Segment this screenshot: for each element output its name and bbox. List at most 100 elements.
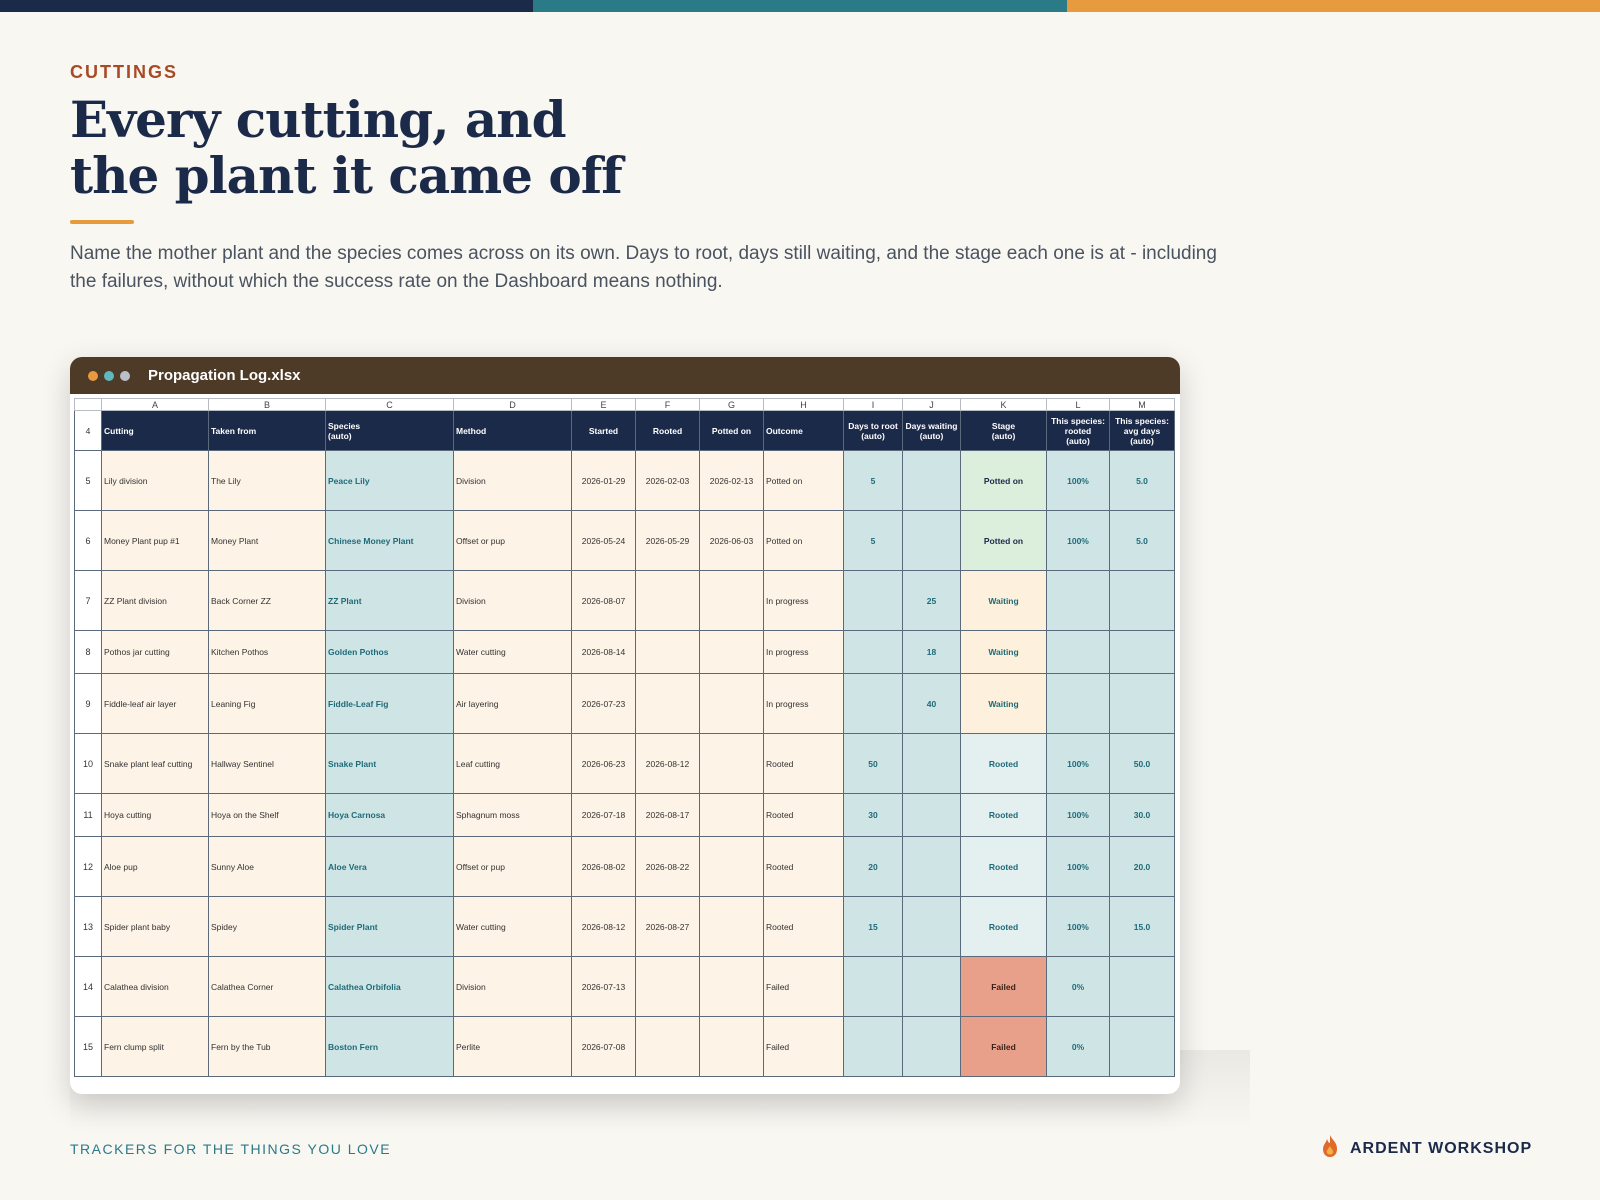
species-rooted-rate-cell[interactable]: [1046, 570, 1110, 631]
method-cell[interactable]: Water cutting: [453, 630, 572, 674]
species-cell[interactable]: Fiddle-Leaf Fig: [325, 673, 454, 734]
taken-from-cell[interactable]: Hoya on the Shelf: [208, 793, 326, 837]
days-to-root-cell[interactable]: [843, 570, 903, 631]
column-letter[interactable]: G: [699, 398, 764, 411]
method-cell[interactable]: Division: [453, 956, 572, 1017]
species-cell[interactable]: ZZ Plant: [325, 570, 454, 631]
row-number[interactable]: 14: [74, 956, 102, 1017]
footer-brand[interactable]: ARDENT WORKSHOP: [1320, 1134, 1532, 1163]
column-header[interactable]: Days to root (auto): [843, 410, 903, 451]
potted-cell[interactable]: [699, 793, 764, 837]
column-letter[interactable]: C: [325, 398, 454, 411]
species-cell[interactable]: Spider Plant: [325, 896, 454, 957]
days-to-root-cell[interactable]: [843, 673, 903, 734]
rooted-cell[interactable]: [635, 1016, 700, 1077]
rooted-cell[interactable]: 2026-02-03: [635, 450, 700, 511]
column-header[interactable]: Stage (auto): [960, 410, 1047, 451]
started-cell[interactable]: 2026-01-29: [571, 450, 636, 511]
days-waiting-cell[interactable]: [902, 733, 961, 794]
taken-from-cell[interactable]: Leaning Fig: [208, 673, 326, 734]
started-cell[interactable]: 2026-05-24: [571, 510, 636, 571]
method-cell[interactable]: Offset or pup: [453, 510, 572, 571]
days-to-root-cell[interactable]: 50: [843, 733, 903, 794]
species-avg-days-cell[interactable]: 5.0: [1109, 510, 1175, 571]
cutting-cell[interactable]: Calathea division: [101, 956, 209, 1017]
potted-cell[interactable]: [699, 673, 764, 734]
species-rooted-rate-cell[interactable]: 0%: [1046, 1016, 1110, 1077]
species-rooted-rate-cell[interactable]: 100%: [1046, 793, 1110, 837]
column-header[interactable]: Method: [453, 410, 572, 451]
species-cell[interactable]: Calathea Orbifolia: [325, 956, 454, 1017]
outcome-cell[interactable]: In progress: [763, 630, 844, 674]
cutting-cell[interactable]: Pothos jar cutting: [101, 630, 209, 674]
outcome-cell[interactable]: In progress: [763, 570, 844, 631]
species-avg-days-cell[interactable]: 5.0: [1109, 450, 1175, 511]
row-number[interactable]: 10: [74, 733, 102, 794]
corner-cell[interactable]: [74, 398, 102, 411]
species-rooted-rate-cell[interactable]: 0%: [1046, 956, 1110, 1017]
rooted-cell[interactable]: 2026-08-12: [635, 733, 700, 794]
days-waiting-cell[interactable]: [902, 793, 961, 837]
row-number[interactable]: 6: [74, 510, 102, 571]
method-cell[interactable]: Division: [453, 450, 572, 511]
species-cell[interactable]: Chinese Money Plant: [325, 510, 454, 571]
cutting-cell[interactable]: Hoya cutting: [101, 793, 209, 837]
method-cell[interactable]: Perlite: [453, 1016, 572, 1077]
potted-cell[interactable]: [699, 570, 764, 631]
days-to-root-cell[interactable]: [843, 956, 903, 1017]
species-avg-days-cell[interactable]: 15.0: [1109, 896, 1175, 957]
species-cell[interactable]: Snake Plant: [325, 733, 454, 794]
rooted-cell[interactable]: [635, 956, 700, 1017]
taken-from-cell[interactable]: Spidey: [208, 896, 326, 957]
rooted-cell[interactable]: [635, 630, 700, 674]
row-number[interactable]: 5: [74, 450, 102, 511]
outcome-cell[interactable]: Failed: [763, 1016, 844, 1077]
column-header[interactable]: Days waiting (auto): [902, 410, 961, 451]
cutting-cell[interactable]: Aloe pup: [101, 836, 209, 897]
started-cell[interactable]: 2026-08-14: [571, 630, 636, 674]
species-avg-days-cell[interactable]: [1109, 630, 1175, 674]
column-header[interactable]: Rooted: [635, 410, 700, 451]
outcome-cell[interactable]: Rooted: [763, 793, 844, 837]
started-cell[interactable]: 2026-07-08: [571, 1016, 636, 1077]
row-number[interactable]: 8: [74, 630, 102, 674]
row-number[interactable]: 7: [74, 570, 102, 631]
stage-cell[interactable]: Rooted: [960, 836, 1047, 897]
outcome-cell[interactable]: Potted on: [763, 510, 844, 571]
cutting-cell[interactable]: ZZ Plant division: [101, 570, 209, 631]
row-number[interactable]: 12: [74, 836, 102, 897]
species-avg-days-cell[interactable]: 30.0: [1109, 793, 1175, 837]
taken-from-cell[interactable]: Hallway Sentinel: [208, 733, 326, 794]
potted-cell[interactable]: [699, 1016, 764, 1077]
taken-from-cell[interactable]: Kitchen Pothos: [208, 630, 326, 674]
column-header[interactable]: Species (auto): [325, 410, 454, 451]
column-letter[interactable]: J: [902, 398, 961, 411]
days-to-root-cell[interactable]: [843, 1016, 903, 1077]
taken-from-cell[interactable]: Calathea Corner: [208, 956, 326, 1017]
column-header[interactable]: Taken from: [208, 410, 326, 451]
stage-cell[interactable]: Failed: [960, 1016, 1047, 1077]
cutting-cell[interactable]: Snake plant leaf cutting: [101, 733, 209, 794]
row-number[interactable]: 9: [74, 673, 102, 734]
taken-from-cell[interactable]: Back Corner ZZ: [208, 570, 326, 631]
stage-cell[interactable]: Waiting: [960, 570, 1047, 631]
window-dot-icon[interactable]: [120, 370, 130, 381]
potted-cell[interactable]: [699, 956, 764, 1017]
stage-cell[interactable]: Rooted: [960, 733, 1047, 794]
days-to-root-cell[interactable]: 5: [843, 510, 903, 571]
column-letter[interactable]: B: [208, 398, 326, 411]
window-dot-icon[interactable]: [88, 370, 98, 381]
days-to-root-cell[interactable]: 5: [843, 450, 903, 511]
rooted-cell[interactable]: [635, 570, 700, 631]
days-waiting-cell[interactable]: [902, 836, 961, 897]
column-letter[interactable]: M: [1109, 398, 1175, 411]
column-letter[interactable]: F: [635, 398, 700, 411]
species-cell[interactable]: Golden Pothos: [325, 630, 454, 674]
outcome-cell[interactable]: In progress: [763, 673, 844, 734]
species-cell[interactable]: Boston Fern: [325, 1016, 454, 1077]
cutting-cell[interactable]: Lily division: [101, 450, 209, 511]
started-cell[interactable]: 2026-08-02: [571, 836, 636, 897]
potted-cell[interactable]: [699, 836, 764, 897]
taken-from-cell[interactable]: Fern by the Tub: [208, 1016, 326, 1077]
stage-cell[interactable]: Rooted: [960, 896, 1047, 957]
